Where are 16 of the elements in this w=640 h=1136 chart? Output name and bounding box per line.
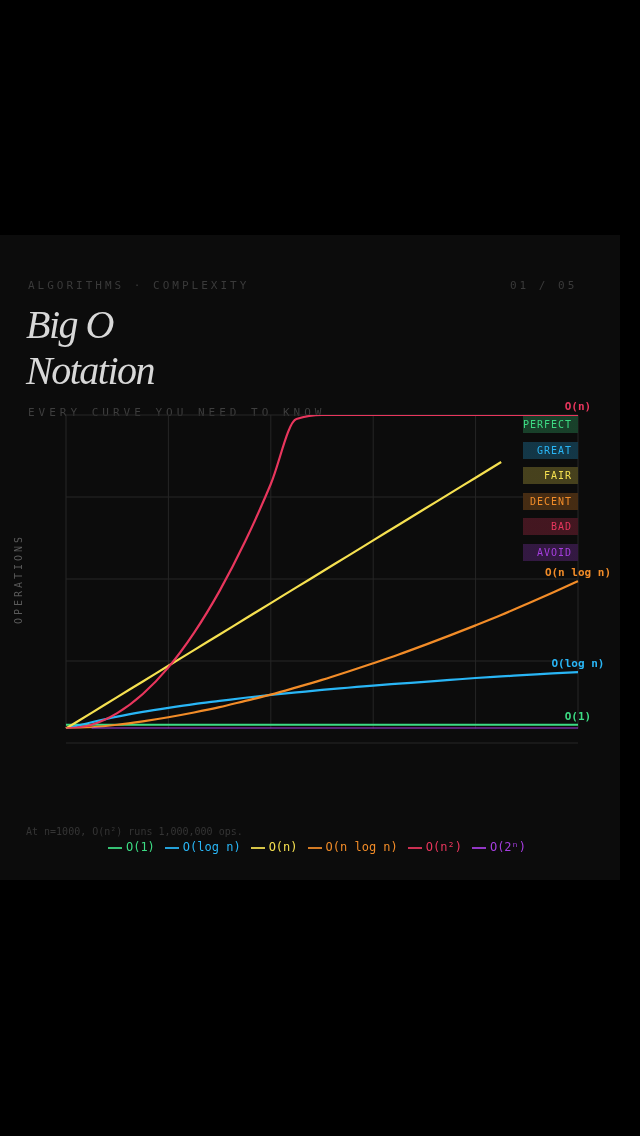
annotation: O(1) [564,709,592,723]
annotation: O(log n) [551,657,605,671]
status-tag: BAD [523,518,578,536]
status-tag: AVOID [523,544,578,561]
annotation: O(n log n) [544,566,612,580]
status-tag: FAIR [523,467,578,485]
legend-label: O(log n) [182,840,241,854]
chart-title: Big O Notation [26,302,156,394]
legend-label: O(2ⁿ) [489,840,527,854]
status-tag: PERFECT [523,416,578,433]
annotation: O(n) [564,400,592,413]
legend-label: O(n) [268,840,298,854]
y-axis-title: OPERATIONS [12,533,24,625]
legend-label: O(n log n) [325,840,398,854]
legend-label: O(1) [125,840,155,854]
legend-label: O(n²) [425,840,462,854]
